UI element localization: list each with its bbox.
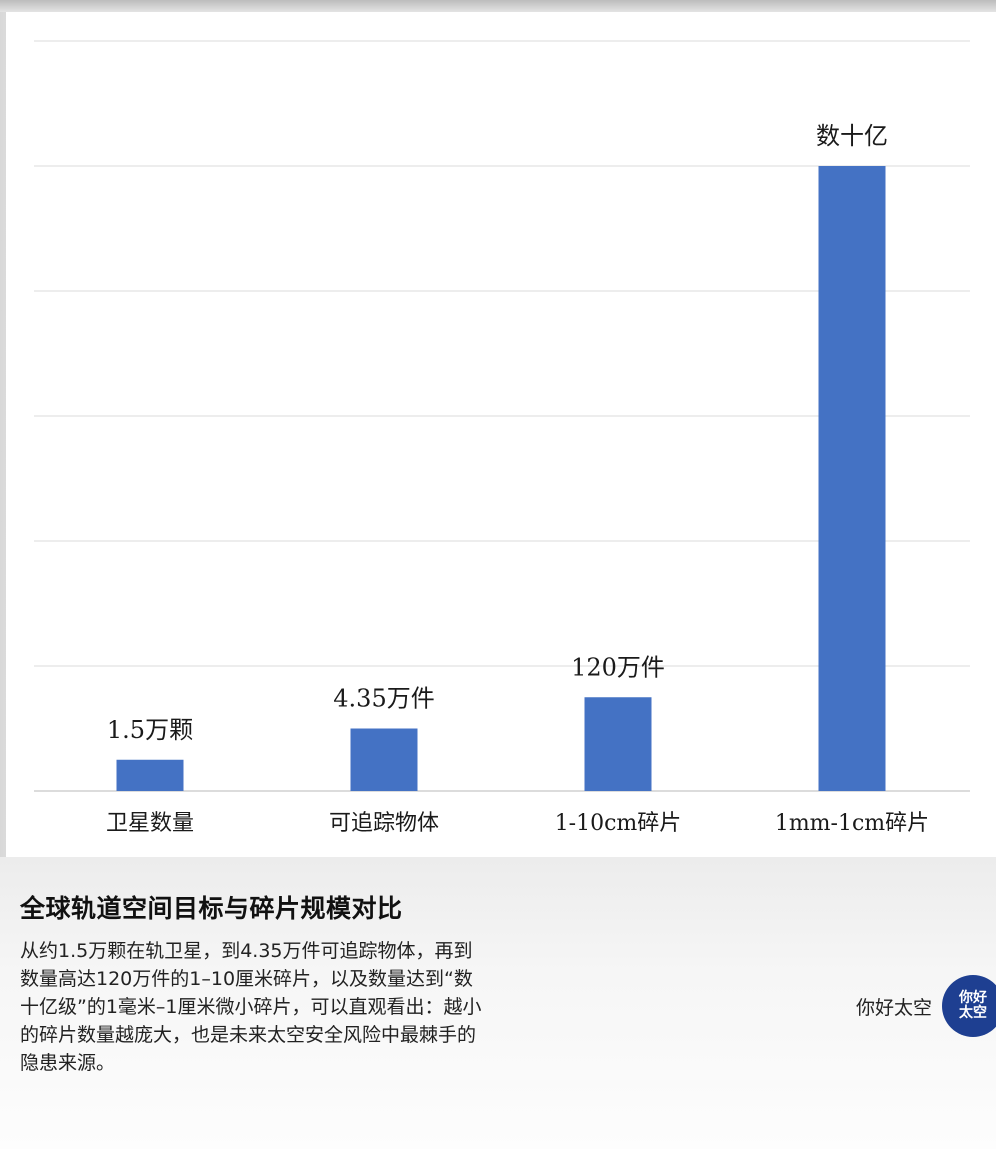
caption-title: 全球轨道空间目标与碎片规模对比 <box>20 894 403 923</box>
data-label: 1.5万颗 <box>107 716 193 744</box>
data-label: 120万件 <box>571 653 665 681</box>
category-label: 1mm-1cm碎片 <box>775 811 929 836</box>
brand: 你好太空 你好 太空 <box>856 975 996 1037</box>
data-label: 数十亿 <box>816 122 888 150</box>
bar <box>584 697 652 791</box>
bar-chart: 1.5万颗 4.35万件 120万件 数十亿 卫星数量 可追踪物体 1-10cm碎片 1mm… <box>34 40 970 836</box>
chart-panel: 1.5万颗 4.35万件 120万件 数十亿 卫星数量 可追踪物体 1-10cm碎片 1mm… <box>6 12 996 857</box>
brand-logo: 你好 太空 <box>942 975 996 1037</box>
category-label: 可追踪物体 <box>329 811 439 836</box>
caption-body: 从约1.5万颗在轨卫星，到4.35万件可追踪物体，再到数量高达120万件的1–1… <box>20 940 482 1074</box>
category-label: 卫星数量 <box>106 811 194 836</box>
brand-name: 你好太空 <box>855 996 932 1019</box>
data-label: 4.35万件 <box>333 685 434 713</box>
bar <box>818 166 886 791</box>
bar <box>350 728 418 791</box>
caption-section: 全球轨道空间目标与碎片规模对比 从约1.5万颗在轨卫星，到4.35万件可追踪物体… <box>0 857 996 1149</box>
category-label: 1-10cm碎片 <box>555 811 682 836</box>
bar <box>116 759 184 791</box>
top-strip <box>0 0 996 12</box>
